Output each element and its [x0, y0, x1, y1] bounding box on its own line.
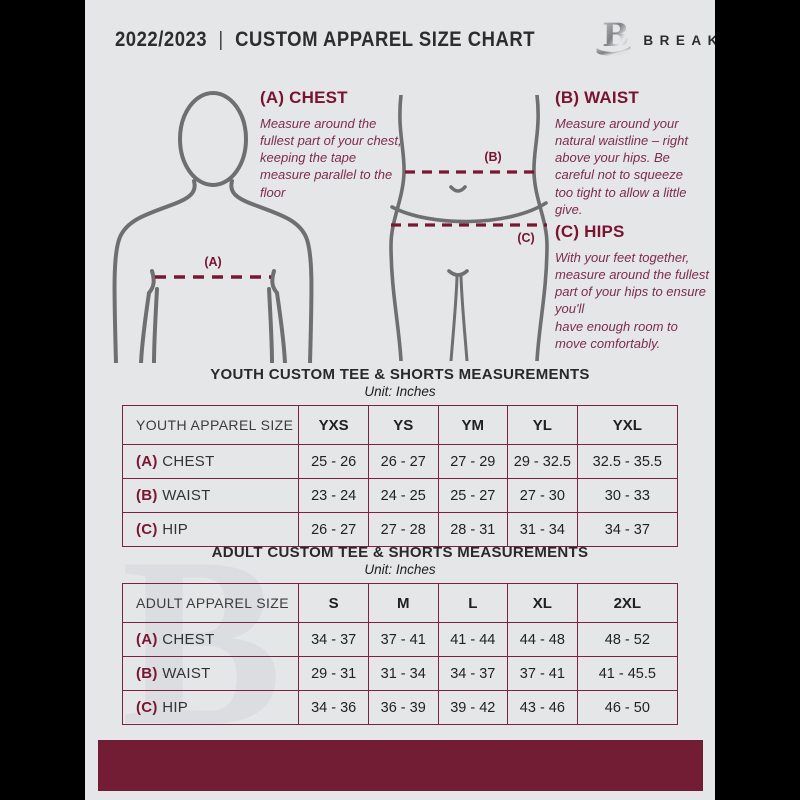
measurement-value-cell: 43 - 46	[507, 690, 578, 725]
measurement-value-cell: 37 - 41	[507, 656, 578, 691]
size-column-header: YL	[507, 405, 578, 445]
measurement-row: (B) WAIST 29 - 31 31 - 34 34 - 37 37 - 41 41 …	[121, 656, 679, 691]
waist-body-text: Measure around your natural waistline – …	[555, 116, 688, 217]
measurement-prefix: (B)	[136, 487, 158, 504]
measurement-value-cell: 27 - 29	[437, 444, 509, 479]
size-type-header: ADULT APPAREL SIZE	[121, 583, 300, 623]
chest-body-text: Measure around the fullest part of your …	[260, 116, 402, 200]
size-column-header: YXL	[576, 405, 679, 445]
size-column-header: XL	[507, 583, 578, 623]
adult-size-section: ADULT CUSTOM TEE & SHORTS MEASUREMENTS U…	[121, 544, 679, 725]
waist-instructions: (B) WAIST Measure around your natural wa…	[555, 88, 700, 218]
adult-table-unit: Unit: Inches	[364, 562, 436, 577]
measurement-value-cell: 41 - 44	[437, 622, 509, 657]
measurement-value-cell: 37 - 41	[367, 622, 439, 657]
size-column-header: S	[298, 583, 369, 623]
page-title: 2022/2023 | CUSTOM APPAREL SIZE CHART	[115, 28, 535, 52]
measurement-prefix: (A)	[136, 631, 158, 648]
measurement-value-cell: 31 - 34	[507, 512, 578, 547]
table-header-row: ADULT APPAREL SIZE S M L XL 2XL	[121, 583, 679, 623]
page-header: 2022/2023 | CUSTOM APPAREL SIZE CHART B	[115, 16, 715, 62]
size-column-header: YM	[437, 405, 509, 445]
measurement-prefix: (B)	[136, 665, 158, 682]
size-column-header: YS	[367, 405, 439, 445]
measurement-value-cell: 34 - 37	[298, 622, 369, 657]
measurement-value-cell: 46 - 50	[576, 690, 679, 725]
table-header-row: YOUTH APPAREL SIZE YXS YS YM YL YXL	[121, 405, 679, 445]
measurement-value-cell: 29 - 31	[298, 656, 369, 691]
youth-size-section: YOUTH CUSTOM TEE & SHORTS MEASUREMENTS U…	[121, 366, 679, 547]
measurement-row: (A) CHEST 34 - 37 37 - 41 41 - 44 44 - 48 48 …	[121, 622, 679, 657]
measurement-value-cell: 27 - 28	[367, 512, 439, 547]
waist-diagram-label: (B)	[484, 150, 501, 164]
measurement-row: (C) HIP 26 - 27 27 - 28 28 - 31 31 - 34 34 - …	[121, 512, 679, 547]
measurement-value-cell: 25 - 27	[437, 478, 509, 513]
measurement-prefix: (A)	[136, 453, 158, 470]
measurement-value-cell: 44 - 48	[507, 622, 578, 657]
measurement-value-cell: 29 - 32.5	[507, 444, 578, 479]
measurement-value-cell: 34 - 36	[298, 690, 369, 725]
size-column-header: L	[437, 583, 509, 623]
measurement-value-cell: 30 - 33	[576, 478, 679, 513]
measurement-row: (C) HIP 34 - 36 36 - 39 39 - 42 43 - 46 46 - …	[121, 690, 679, 725]
title-divider: |	[218, 28, 224, 51]
measurement-row: (A) CHEST 25 - 26 26 - 27 27 - 29 29 - 32.5 3…	[121, 444, 679, 479]
youth-size-table: YOUTH APPAREL SIZE YXS YS YM YL YXL (A) CHEST 2…	[121, 405, 679, 547]
measurement-value-cell: 32.5 - 35.5	[576, 444, 679, 479]
measurement-value-cell: 48 - 52	[576, 622, 679, 657]
measurement-value-cell: 26 - 27	[367, 444, 439, 479]
measurement-label: (C) HIP	[121, 690, 300, 725]
hips-body-text: With your feet together, measure around …	[555, 250, 709, 351]
brand-name: BREAKAWAY	[643, 32, 715, 48]
measurement-label: (A) CHEST	[121, 444, 300, 479]
measurement-value-cell: 27 - 30	[507, 478, 578, 513]
waist-heading: (B) WAIST	[555, 88, 639, 107]
brand-logo-group: B BREAKAWAY	[592, 16, 715, 63]
chest-heading: (A) CHEST	[260, 88, 348, 107]
measurement-value-cell: 39 - 42	[437, 690, 509, 725]
measurement-value-cell: 41 - 45.5	[576, 656, 679, 691]
measurement-label: (A) CHEST	[121, 622, 300, 657]
torso-diagram: (A)	[112, 91, 314, 363]
measurement-value-cell: 25 - 26	[298, 444, 369, 479]
size-type-header: YOUTH APPAREL SIZE	[121, 405, 300, 445]
measurement-value-cell: 36 - 39	[367, 690, 439, 725]
hips-heading: (C) HIPS	[555, 222, 625, 241]
measurement-label: (B) WAIST	[121, 478, 300, 513]
measurement-label: (B) WAIST	[121, 656, 300, 691]
measurement-value-cell: 34 - 37	[576, 512, 679, 547]
svg-text:B: B	[603, 18, 630, 54]
adult-size-table: ADULT APPAREL SIZE S M L XL 2XL (A) CHEST 34 - …	[121, 583, 679, 725]
footer-bar	[98, 740, 703, 791]
measurement-row: (B) WAIST 23 - 24 24 - 25 25 - 27 27 - 30 30 …	[121, 478, 679, 513]
size-column-header: YXS	[298, 405, 369, 445]
chart-title: CUSTOM APPAREL SIZE CHART	[235, 28, 536, 51]
adult-table-title: ADULT CUSTOM TEE & SHORTS MEASUREMENTS	[211, 544, 589, 561]
measurement-value-cell: 24 - 25	[367, 478, 439, 513]
hips-instructions: (C) HIPS With your feet together, measur…	[555, 222, 710, 352]
measurement-value-cell: 31 - 34	[367, 656, 439, 691]
size-column-header: M	[367, 583, 439, 623]
lower-body-diagram: (B) (C)	[389, 95, 549, 361]
breakaway-b-logo-icon: B	[592, 16, 634, 63]
measurement-prefix: (C)	[136, 521, 158, 538]
measurement-value-cell: 34 - 37	[437, 656, 509, 691]
measurement-value-cell: 26 - 27	[298, 512, 369, 547]
measurement-value-cell: 28 - 31	[437, 512, 509, 547]
chest-diagram-label: (A)	[204, 255, 221, 269]
chest-instructions: (A) CHEST Measure around the fullest par…	[260, 88, 410, 201]
measurement-diagram-section: (A) (B) (C) (A) CHEST Measure around the…	[85, 0, 715, 370]
youth-table-title: YOUTH CUSTOM TEE & SHORTS MEASUREMENTS	[210, 366, 590, 383]
size-chart-page: 2022/2023 | CUSTOM APPAREL SIZE CHART B	[85, 0, 715, 800]
youth-table-unit: Unit: Inches	[364, 384, 436, 399]
hips-diagram-label: (C)	[517, 231, 534, 245]
measurement-value-cell: 23 - 24	[298, 478, 369, 513]
measurement-prefix: (C)	[136, 699, 158, 716]
season-year: 2022/2023	[115, 28, 208, 51]
measurement-label: (C) HIP	[121, 512, 300, 547]
size-column-header: 2XL	[576, 583, 679, 623]
